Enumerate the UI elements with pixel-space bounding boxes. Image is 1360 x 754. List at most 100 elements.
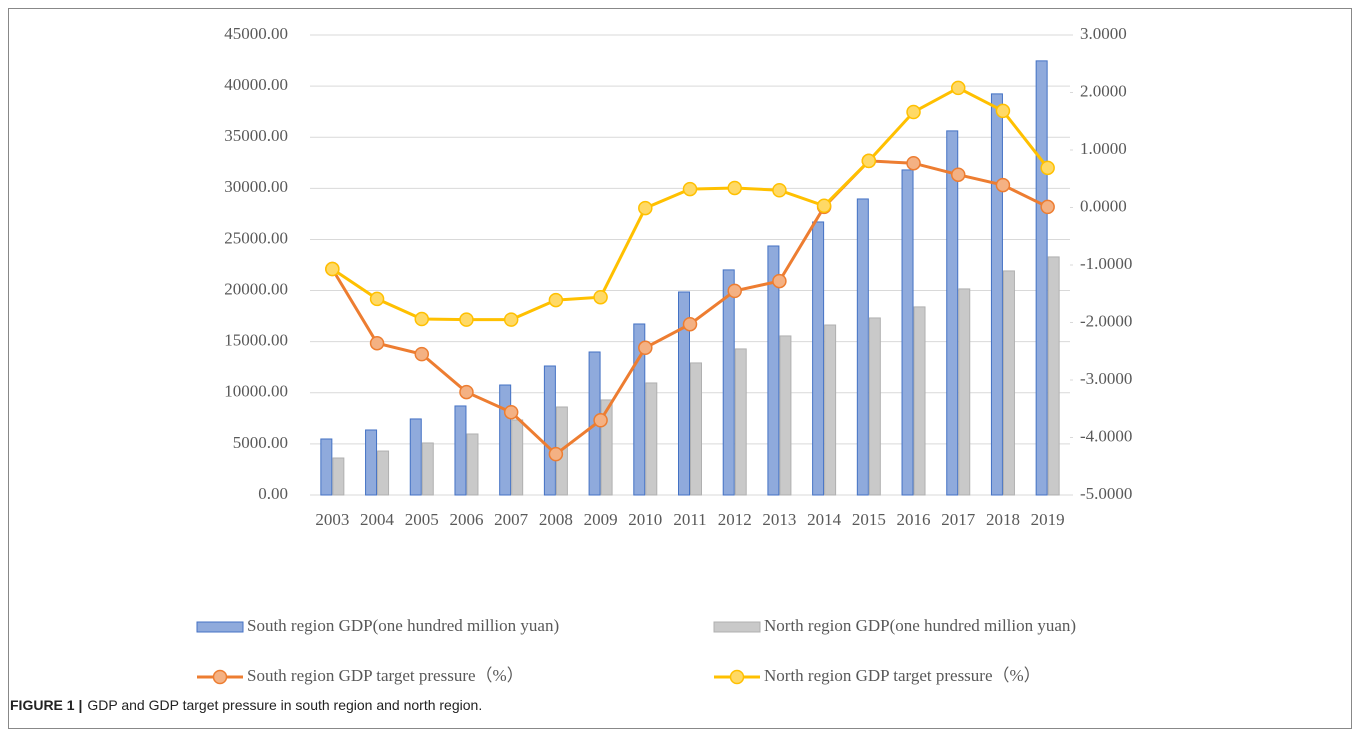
bar <box>868 317 881 496</box>
bar <box>600 399 613 496</box>
bar <box>1047 256 1060 496</box>
y2-tick-label: 0.0000 <box>1080 196 1127 215</box>
x-tick-label: 2006 <box>449 510 483 529</box>
x-tick-label: 2016 <box>897 510 931 529</box>
x-tick-label: 2003 <box>315 510 349 529</box>
bar <box>499 384 512 496</box>
legend-label: North region GDP(one hundred million yua… <box>764 616 1076 635</box>
x-tick-label: 2014 <box>807 510 842 529</box>
point <box>727 180 742 196</box>
point <box>459 384 474 400</box>
caption: FIGURE 1 | GDP and GDP target pressure in… <box>10 697 482 713</box>
bar <box>377 450 390 496</box>
y-tick-label: 45000.00 <box>224 24 288 43</box>
bar <box>734 348 747 496</box>
x-tick-label: 2017 <box>941 510 976 529</box>
bar <box>645 382 658 496</box>
bar <box>990 93 1003 496</box>
bar <box>690 362 702 496</box>
y-tick-label: 25000.00 <box>224 228 288 247</box>
point <box>1040 199 1055 215</box>
point <box>995 177 1011 193</box>
point <box>503 312 519 327</box>
point <box>861 153 877 169</box>
bar <box>812 221 825 496</box>
y-tick-label: 0.00 <box>258 484 288 503</box>
point <box>459 312 474 327</box>
bar <box>901 169 914 496</box>
y2-tick-label: -2.0000 <box>1080 311 1132 330</box>
y-tick-label: 35000.00 <box>224 126 288 145</box>
bar <box>678 291 690 496</box>
x-tick-label: 2011 <box>673 510 706 529</box>
x-tick-label: 2005 <box>405 510 439 529</box>
bar <box>958 288 971 496</box>
legend-marker <box>729 669 745 685</box>
point <box>772 273 787 289</box>
x-tick-label: 2019 <box>1031 510 1065 529</box>
point <box>906 104 921 120</box>
x-tick-label: 2007 <box>494 510 529 529</box>
y2-tick-label: 1.0000 <box>1080 139 1127 158</box>
bar <box>332 457 345 496</box>
point <box>638 340 653 356</box>
x-tick-label: 2018 <box>986 510 1020 529</box>
y2-tick-label: -4.0000 <box>1080 426 1132 445</box>
point <box>548 292 564 308</box>
y2-tick-label: -1.0000 <box>1080 254 1132 273</box>
bar <box>779 335 792 496</box>
bar <box>767 245 780 496</box>
caption-label: FIGURE 1 | <box>10 697 82 713</box>
bar <box>913 306 926 496</box>
point <box>414 311 430 327</box>
bar <box>511 419 524 496</box>
x-tick-label: 2009 <box>584 510 618 529</box>
bar <box>409 418 422 496</box>
point <box>906 155 921 171</box>
point <box>772 183 787 198</box>
point <box>950 167 966 182</box>
x-tick-label: 2013 <box>762 510 796 529</box>
point <box>995 103 1011 119</box>
x-tick-label: 2012 <box>718 510 752 529</box>
legend-label: South region GDP target pressure（%） <box>247 666 524 685</box>
x-tick-label: 2008 <box>539 510 573 529</box>
y-tick-label: 20000.00 <box>224 279 288 298</box>
y-tick-label: 15000.00 <box>224 331 288 350</box>
bar <box>633 323 646 496</box>
bar <box>856 198 869 496</box>
bar <box>1002 270 1015 496</box>
point <box>369 291 385 307</box>
bar <box>454 405 467 496</box>
point <box>950 80 966 96</box>
bar <box>421 442 434 496</box>
x-tick-label: 2004 <box>360 510 395 529</box>
legend-label: North region GDP target pressure（%） <box>764 666 1041 685</box>
y-tick-label: 5000.00 <box>233 433 288 452</box>
y2-tick-label: -5.0000 <box>1080 484 1132 503</box>
x-tick-label: 2010 <box>628 510 662 529</box>
figure-frame <box>8 8 1352 729</box>
bar <box>824 324 837 496</box>
point <box>414 346 430 362</box>
y2-tick-label: 2.0000 <box>1080 81 1127 100</box>
bar <box>946 130 959 496</box>
y-tick-label: 40000.00 <box>224 75 288 94</box>
point <box>1040 160 1055 176</box>
legend-marker <box>212 669 228 685</box>
line <box>331 86 1049 322</box>
point <box>727 283 742 299</box>
y-tick-label: 30000.00 <box>224 177 288 196</box>
point <box>638 200 653 216</box>
legend-label: South region GDP(one hundred million yua… <box>247 616 559 635</box>
y-tick-label: 10000.00 <box>224 382 288 401</box>
legend-swatch <box>713 621 761 633</box>
point <box>503 404 519 420</box>
point <box>593 413 608 428</box>
point <box>682 316 698 332</box>
bar <box>1035 60 1048 496</box>
legend-swatch <box>196 621 244 633</box>
caption-text: GDP and GDP target pressure in south reg… <box>87 697 482 713</box>
